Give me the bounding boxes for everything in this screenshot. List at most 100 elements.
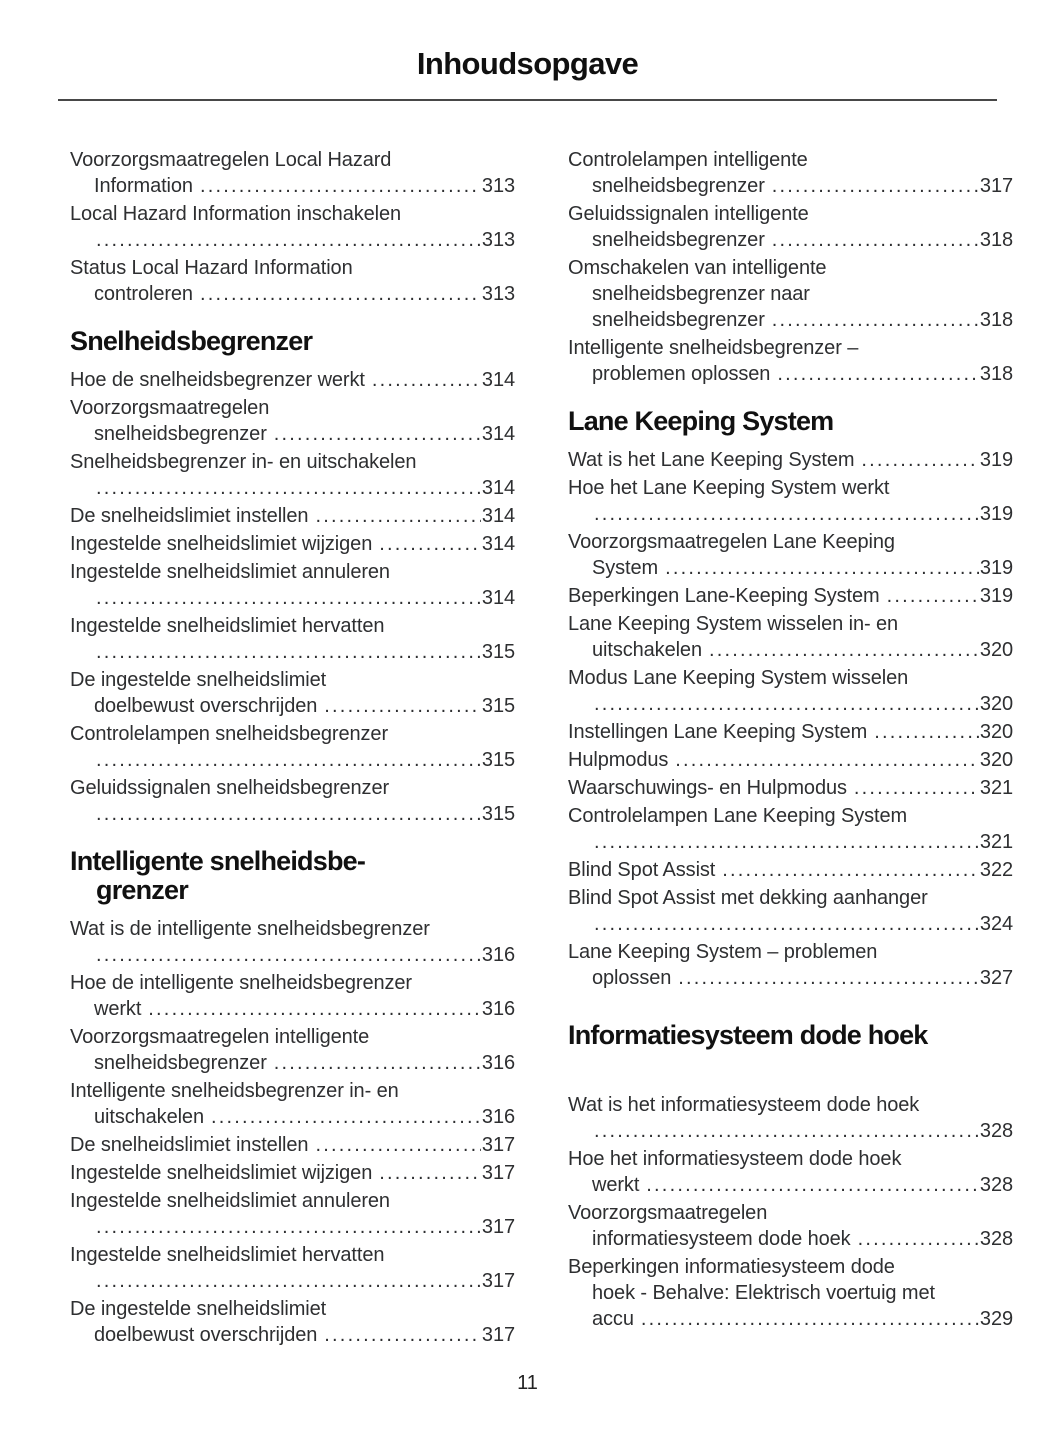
toc-entry-page: 322 xyxy=(979,859,1013,881)
toc-entry: Hoe de intelligente snelheidsbegrenzer we… xyxy=(70,970,515,1022)
toc-entry-line: Blind Spot Assist met dekking aanhanger xyxy=(568,887,928,909)
toc-entry-line: 313 xyxy=(70,227,515,253)
toc-entry: Wat is het informatiesysteem dode hoek 32… xyxy=(568,1092,1013,1144)
toc-entry-page: 328 xyxy=(979,1228,1013,1250)
toc-entry: Geluidssignalen snelheidsbegrenzer 315 xyxy=(70,775,515,827)
toc-entry-line: 328 xyxy=(568,1118,1013,1144)
toc-entry: Intelligente snelheidsbegrenzer in- en ui… xyxy=(70,1078,515,1130)
toc-entry: Ingestelde snelheidslimiet annuleren 314 xyxy=(70,559,515,611)
toc-entry-text: problemen oplossen xyxy=(592,363,771,385)
toc-entry: Voorzorgsmaatregelen snelheidsbegrenzer 31… xyxy=(70,395,515,447)
toc-entry-line: Ingestelde snelheidslimiet wijzigen 317 xyxy=(70,1160,515,1186)
toc-entry: Hoe het informatiesysteem dode hoek werkt… xyxy=(568,1146,1013,1198)
toc-entry: Intelligente snelheidsbegrenzer – problem… xyxy=(568,335,1013,387)
toc-entry-text: accu xyxy=(592,1308,634,1330)
dot-leader xyxy=(594,911,979,937)
toc-entry-page: 314 xyxy=(481,423,515,445)
dot-leader xyxy=(324,693,481,719)
toc-entry-line: Local Hazard Information inschakelen xyxy=(70,203,402,225)
toc-entry-line: System 319 xyxy=(568,555,1013,581)
section-heading-line: Informatiesysteem dode hoek xyxy=(568,1020,928,1050)
toc-entry-text: Hoe de snelheidsbegrenzer werkt xyxy=(70,369,365,391)
toc-entry-line: Wat is het Lane Keeping System 319 xyxy=(568,447,1013,473)
dot-leader xyxy=(96,942,481,968)
section-heading: Snelheidsbegrenzer xyxy=(70,327,515,356)
toc-entry-page: 324 xyxy=(979,913,1013,935)
toc-entry: Wat is het Lane Keeping System 319 xyxy=(568,447,1013,473)
toc-entry: Waarschuwings- en Hulpmodus 321 xyxy=(568,775,1013,801)
toc-entry: Lane Keeping System wisselen in- en uitsc… xyxy=(568,611,1013,663)
toc-entry-line: Omschakelen van intelligente xyxy=(568,257,827,279)
toc-entry-line: Modus Lane Keeping System wisselen xyxy=(568,667,909,689)
toc-entry-line: Lane Keeping System wisselen in- en xyxy=(568,613,899,635)
dot-leader xyxy=(96,1268,481,1294)
toc-entry: De ingestelde snelheidslimiet doelbewust … xyxy=(70,667,515,719)
toc-entry-line: problemen oplossen 318 xyxy=(568,361,1013,387)
dot-leader xyxy=(96,639,481,665)
dot-leader xyxy=(641,1306,979,1332)
toc-entry-line: Controlelampen Lane Keeping System xyxy=(568,805,908,827)
toc-entry-line: Voorzorgsmaatregelen xyxy=(70,397,270,419)
dot-leader xyxy=(594,691,979,717)
toc-entry-text: werkt xyxy=(94,998,142,1020)
toc-entry-text: oplossen xyxy=(592,967,672,989)
toc-entry-line: Hulpmodus 320 xyxy=(568,747,1013,773)
toc-entry-line: 324 xyxy=(568,911,1013,937)
toc-entry-page: 318 xyxy=(979,309,1013,331)
toc-entry-line: Wat is het informatiesysteem dode hoek xyxy=(568,1094,920,1116)
dot-leader xyxy=(594,829,979,855)
toc-entry-page: 315 xyxy=(481,749,515,771)
toc-entry-line: informatiesysteem dode hoek 328 xyxy=(568,1226,1013,1252)
toc-entry-page: 329 xyxy=(979,1308,1013,1330)
dot-leader xyxy=(858,1226,979,1252)
section-heading: Lane Keeping System xyxy=(568,407,1013,436)
toc-entry-page: 317 xyxy=(481,1270,515,1292)
toc-entry-page: 314 xyxy=(481,369,515,391)
toc-entry: Voorzorgsmaatregelen intelligente snelhei… xyxy=(70,1024,515,1076)
toc-entry-line: De snelheidslimiet instellen 314 xyxy=(70,503,515,529)
section-heading-line: grenzer xyxy=(96,875,189,905)
toc-entry-page: 328 xyxy=(979,1174,1013,1196)
dot-leader xyxy=(200,173,481,199)
toc-entry: Hoe het Lane Keeping System werkt 319 xyxy=(568,475,1013,527)
toc-entry-line: Wat is de intelligente snelheidsbegrenze… xyxy=(70,918,430,940)
toc-entry-line: Hoe het informatiesysteem dode hoek xyxy=(568,1148,902,1170)
dot-leader xyxy=(200,281,481,307)
toc-entry: Ingestelde snelheidslimiet wijzigen 317 xyxy=(70,1160,515,1186)
toc-entry-line: Hoe het Lane Keeping System werkt xyxy=(568,477,890,499)
toc-entry-page: 314 xyxy=(481,505,515,527)
toc-entry-page: 313 xyxy=(481,283,515,305)
toc-entry: Controlelampen Lane Keeping System 321 xyxy=(568,803,1013,855)
toc-entry-page: 328 xyxy=(979,1120,1013,1142)
toc-entry-text: Hulpmodus xyxy=(568,749,669,771)
toc-entry-line: controleren 313 xyxy=(70,281,515,307)
dot-leader xyxy=(96,747,481,773)
dot-leader xyxy=(772,307,979,333)
toc-entry-page: 317 xyxy=(481,1324,515,1346)
toc-entry-page: 317 xyxy=(979,175,1013,197)
toc-entry-text: controleren xyxy=(94,283,193,305)
toc-entry-text: informatiesysteem dode hoek xyxy=(592,1228,851,1250)
toc-entry-line: Status Local Hazard Information xyxy=(70,257,353,279)
toc-entry-text: uitschakelen xyxy=(94,1106,204,1128)
section-heading: Informatiesysteem dode hoek xyxy=(568,1021,1013,1050)
toc-entry-page: 313 xyxy=(481,229,515,251)
toc-entry-text: snelheidsbegrenzer xyxy=(592,175,765,197)
toc-entry-text: Waarschuwings- en Hulpmodus xyxy=(568,777,847,799)
dot-leader xyxy=(211,1104,481,1130)
toc-entry: Hoe de snelheidsbegrenzer werkt 314 xyxy=(70,367,515,393)
toc-entry: Lane Keeping System – problemen oplossen 3… xyxy=(568,939,1013,991)
toc-entry-page: 314 xyxy=(481,533,515,555)
toc-entry: Ingestelde snelheidslimiet wijzigen 314 xyxy=(70,531,515,557)
toc-entry-line: Ingestelde snelheidslimiet wijzigen 314 xyxy=(70,531,515,557)
toc-entry-line: 316 xyxy=(70,942,515,968)
toc-entry-text: snelheidsbegrenzer xyxy=(94,423,267,445)
dot-leader xyxy=(372,367,481,393)
toc-entry-page: 316 xyxy=(481,944,515,966)
toc-entry-line: Lane Keeping System – problemen xyxy=(568,941,878,963)
toc-entry-line: Geluidssignalen intelligente xyxy=(568,203,809,225)
toc-entry-line: Snelheidsbegrenzer in- en uitschakelen xyxy=(70,451,417,473)
dot-leader xyxy=(887,583,979,609)
toc-entry-text: snelheidsbegrenzer xyxy=(592,229,765,251)
page-number: 11 xyxy=(517,1372,538,1394)
